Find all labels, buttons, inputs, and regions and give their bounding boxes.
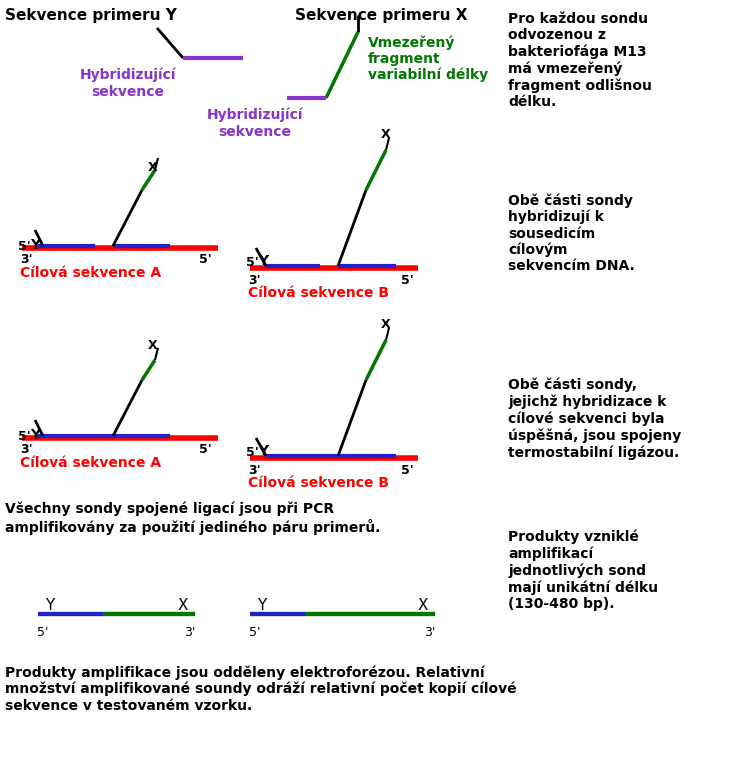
Text: X: X — [382, 318, 391, 331]
Text: 5': 5' — [401, 274, 414, 287]
Text: Cílová sekvence A: Cílová sekvence A — [20, 266, 161, 280]
Text: Produkty amplifikace jsou odděleny elektroforézou. Relativní
množství amplifikov: Produkty amplifikace jsou odděleny elekt… — [5, 665, 517, 712]
Text: Cílová sekvence B: Cílová sekvence B — [248, 286, 389, 300]
Text: 5': 5' — [401, 464, 414, 477]
Text: 5': 5' — [18, 430, 31, 443]
Text: Vmezeřený
fragment
variabilní délky: Vmezeřený fragment variabilní délky — [368, 35, 488, 82]
Text: X: X — [178, 598, 189, 613]
Text: 5': 5' — [18, 240, 31, 253]
Text: Y: Y — [258, 598, 267, 613]
Text: Produkty vzniklé
amplifikací
jednotlivých sond
mají unikátní délku
(130-480 bp).: Produkty vzniklé amplifikací jednotlivýc… — [508, 530, 658, 611]
Text: 3': 3' — [184, 626, 196, 639]
Text: 3': 3' — [20, 253, 32, 266]
Text: 5': 5' — [199, 253, 212, 266]
Text: 3': 3' — [424, 626, 436, 639]
Text: 5': 5' — [246, 446, 259, 459]
Text: 3': 3' — [20, 443, 32, 456]
Text: Sekvence primeru X: Sekvence primeru X — [295, 8, 468, 23]
Text: X: X — [382, 128, 391, 141]
Text: Pro každou sondu
odvozenou z
bakteriofága M13
má vmezeřený
fragment odlišnou
dél: Pro každou sondu odvozenou z bakteriofág… — [508, 12, 652, 109]
Text: Cílová sekvence A: Cílová sekvence A — [20, 456, 161, 470]
Text: Obě části sondy
hybridizují k
sousedicím
cílovým
sekvencím DNA.: Obě části sondy hybridizují k sousedicím… — [508, 193, 635, 274]
Text: X: X — [148, 161, 158, 174]
Text: 5': 5' — [38, 626, 49, 639]
Text: 5': 5' — [246, 256, 259, 269]
Text: Cílová sekvence B: Cílová sekvence B — [248, 476, 389, 490]
Text: X: X — [148, 339, 158, 352]
Text: 5': 5' — [249, 626, 261, 639]
Text: Y: Y — [30, 428, 40, 442]
Text: Sekvence primeru Y: Sekvence primeru Y — [5, 8, 177, 23]
Text: Y: Y — [30, 238, 40, 252]
Text: Hybridizující
sekvence: Hybridizující sekvence — [207, 108, 303, 139]
Text: Y: Y — [258, 254, 268, 268]
Text: X: X — [418, 598, 428, 613]
Text: Všechny sondy spojené ligací jsou při PCR
amplifikovány za použití jediného páru: Všechny sondy spojené ligací jsou při PC… — [5, 502, 380, 535]
Text: 5': 5' — [199, 443, 212, 456]
Text: 3': 3' — [248, 464, 261, 477]
Text: Obě části sondy,
jejichž hybridizace k
cílové sekvenci byla
úspěšná, jsou spojen: Obě části sondy, jejichž hybridizace k c… — [508, 378, 681, 460]
Text: Y: Y — [45, 598, 55, 613]
Text: Hybridizující
sekvence: Hybridizující sekvence — [80, 68, 176, 99]
Text: 3': 3' — [248, 274, 261, 287]
Text: Y: Y — [258, 444, 268, 458]
